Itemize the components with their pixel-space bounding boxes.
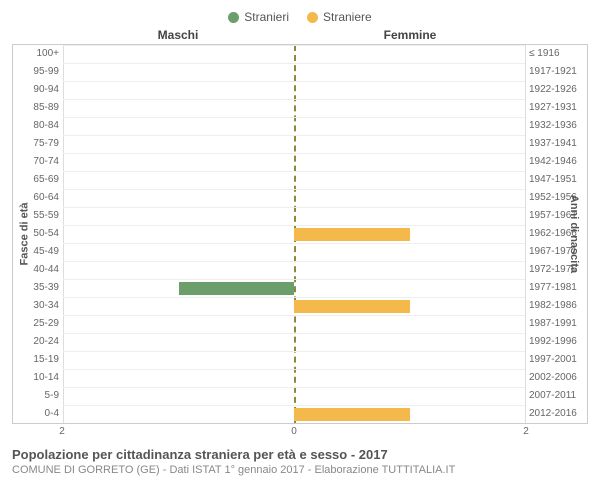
y-tick-left: 65-69 xyxy=(33,171,59,189)
y-tick-left: 55-59 xyxy=(33,207,59,225)
legend-swatch-female xyxy=(307,12,318,23)
bar-female xyxy=(294,408,410,421)
y-tick-right: ≤ 1916 xyxy=(529,45,560,63)
y-tick-right: 2012-2016 xyxy=(529,405,577,423)
plot-area xyxy=(63,45,525,423)
bar-male xyxy=(179,282,295,295)
chart-row xyxy=(63,387,525,405)
legend-label-male: Stranieri xyxy=(244,10,289,24)
legend-item-female: Straniere xyxy=(307,10,372,24)
legend: Stranieri Straniere xyxy=(12,10,588,24)
chart-row xyxy=(63,171,525,189)
chart-row xyxy=(63,279,525,297)
legend-swatch-male xyxy=(228,12,239,23)
chart-row xyxy=(63,333,525,351)
chart-row xyxy=(63,189,525,207)
y-tick-left: 85-89 xyxy=(33,99,59,117)
y-tick-left: 15-19 xyxy=(33,351,59,369)
x-tick: 0 xyxy=(291,426,297,437)
y-tick-right: 2007-2011 xyxy=(529,387,576,405)
x-axis: 2 0 2 xyxy=(12,426,588,439)
chart-row xyxy=(63,135,525,153)
y-tick-left: 50-54 xyxy=(33,225,59,243)
chart-row xyxy=(63,243,525,261)
chart-row xyxy=(63,99,525,117)
chart-row xyxy=(63,261,525,279)
y-tick-right: 1932-1936 xyxy=(529,117,577,135)
y-tick-right: 1937-1941 xyxy=(529,135,577,153)
chart-row xyxy=(63,117,525,135)
chart-row xyxy=(63,225,525,243)
y-tick-left: 10-14 xyxy=(33,369,59,387)
y-tick-left: 75-79 xyxy=(33,135,59,153)
y-tick-right: 1987-1991 xyxy=(529,315,577,333)
y-tick-left: 60-64 xyxy=(33,189,59,207)
y-tick-left: 0-4 xyxy=(45,405,59,423)
y-tick-left: 70-74 xyxy=(33,153,59,171)
chart-subtitle: COMUNE DI GORRETO (GE) - Dati ISTAT 1° g… xyxy=(12,464,588,476)
chart-row xyxy=(63,351,525,369)
y-tick-right: 1922-1926 xyxy=(529,81,577,99)
chart-row xyxy=(63,369,525,387)
y-tick-left: 5-9 xyxy=(45,387,59,405)
chart-title: Popolazione per cittadinanza straniera p… xyxy=(12,447,588,462)
y-tick-left: 25-29 xyxy=(33,315,59,333)
x-tick: 2 xyxy=(59,426,65,437)
column-headers: Maschi Femmine xyxy=(12,28,588,42)
y-tick-right: 2002-2006 xyxy=(529,369,577,387)
header-female: Femmine xyxy=(294,28,526,42)
y-tick-left: 30-34 xyxy=(33,297,59,315)
bar-female xyxy=(294,300,410,313)
chart-row xyxy=(63,315,525,333)
legend-label-female: Straniere xyxy=(323,10,372,24)
y-tick-left: 45-49 xyxy=(33,243,59,261)
chart-row xyxy=(63,405,525,423)
y-tick-left: 20-24 xyxy=(33,333,59,351)
y-tick-left: 80-84 xyxy=(33,117,59,135)
y-tick-left: 40-44 xyxy=(33,261,59,279)
y-tick-left: 90-94 xyxy=(33,81,59,99)
chart-row xyxy=(63,153,525,171)
y-tick-right: 1997-2001 xyxy=(529,351,577,369)
y-tick-right: 1942-1946 xyxy=(529,153,577,171)
y-tick-right: 1992-1996 xyxy=(529,333,577,351)
population-pyramid-chart: Fasce di età Anni di nascita 100+95-9990… xyxy=(12,44,588,424)
chart-row xyxy=(63,81,525,99)
y-tick-right: 1917-1921 xyxy=(529,63,577,81)
legend-item-male: Stranieri xyxy=(228,10,289,24)
y-axis-title-right: Anni di nascita xyxy=(568,195,580,273)
chart-row xyxy=(63,207,525,225)
chart-row xyxy=(63,63,525,81)
x-tick: 2 xyxy=(523,426,529,437)
y-tick-right: 1927-1931 xyxy=(529,99,577,117)
y-axis-title-left: Fasce di età xyxy=(18,203,30,266)
y-tick-left: 100+ xyxy=(36,45,59,63)
y-tick-left: 95-99 xyxy=(33,63,59,81)
bar-female xyxy=(294,228,410,241)
chart-row xyxy=(63,45,525,63)
y-tick-right: 1947-1951 xyxy=(529,171,577,189)
y-tick-right: 1977-1981 xyxy=(529,279,577,297)
chart-row xyxy=(63,297,525,315)
y-tick-right: 1982-1986 xyxy=(529,297,577,315)
header-male: Maschi xyxy=(62,28,294,42)
y-tick-left: 35-39 xyxy=(33,279,59,297)
